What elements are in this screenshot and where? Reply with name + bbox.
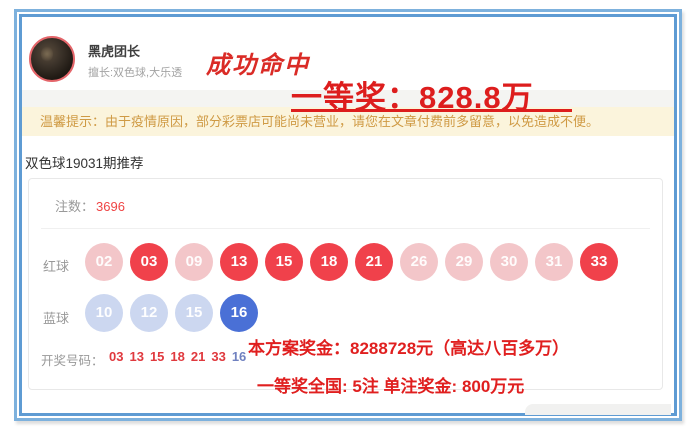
red-ball-31: 31 (535, 243, 573, 281)
draw-blue-number-16: 16 (231, 349, 247, 364)
header-divider-strip (22, 90, 674, 107)
red-ball-row-balls: 02 03 09 13 15 18 21 26 29 30 31 33 (85, 243, 618, 281)
avatar-image (41, 46, 53, 62)
bottom-remnant-bar (525, 404, 671, 415)
section-title: 双色球19031期推荐 (25, 156, 144, 171)
red-ball-29: 29 (445, 243, 483, 281)
red-ball-13-hit: 13 (220, 243, 258, 281)
stake-value: 3696 (96, 199, 125, 214)
draw-red-number-21: 21 (190, 349, 206, 364)
draw-red-number-15: 15 (149, 349, 165, 364)
blue-ball-row-label: 蓝球 (43, 311, 70, 326)
draw-red-number-03: 03 (109, 349, 124, 364)
red-ball-09: 09 (175, 243, 213, 281)
red-ball-02: 02 (85, 243, 123, 281)
hit-banner: 成功命中 (206, 52, 310, 79)
red-ball-33-hit: 33 (580, 243, 618, 281)
speciality-label: 擅长:双色球,大乐透 (88, 67, 183, 79)
red-ball-26: 26 (400, 243, 438, 281)
plan-prize-text: 本方案奖金：8288728元（高达八百多万） (248, 339, 570, 358)
blue-ball-12: 12 (130, 294, 168, 332)
avatar[interactable] (29, 36, 75, 82)
draw-numbers-label: 开奖号码： (41, 354, 104, 368)
card-divider (41, 228, 650, 229)
red-ball-row-label: 红球 (43, 259, 70, 274)
username[interactable]: 黑虎团长 (88, 44, 141, 59)
red-ball-18-hit: 18 (310, 243, 348, 281)
draw-red-number-13: 13 (129, 349, 144, 364)
red-ball-15-hit: 15 (265, 243, 303, 281)
prize-banner-underline (291, 109, 572, 112)
stake-label: 注数： (55, 199, 95, 214)
national-prize-text: 一等奖全国: 5注 单注奖金: 800万元 (257, 377, 525, 396)
stake-row: 注数： 3696 (55, 196, 125, 215)
red-ball-30: 30 (490, 243, 528, 281)
blue-ball-row-balls: 10 12 15 16 (85, 294, 258, 332)
draw-red-number-33: 33 (211, 349, 226, 364)
blue-ball-15: 15 (175, 294, 213, 332)
recommendation-card: 注数： 3696 红球 02 03 09 13 15 18 21 26 29 30 31 33 蓝球 1… (28, 178, 663, 390)
draw-numbers: 03 13 15 18 21 33 16 (109, 349, 246, 364)
red-ball-03-hit: 03 (130, 243, 168, 281)
blue-ball-10: 10 (85, 294, 123, 332)
blue-ball-16-hit: 16 (220, 294, 258, 332)
draw-red-number-18: 18 (170, 349, 185, 364)
red-ball-21-hit: 21 (355, 243, 393, 281)
